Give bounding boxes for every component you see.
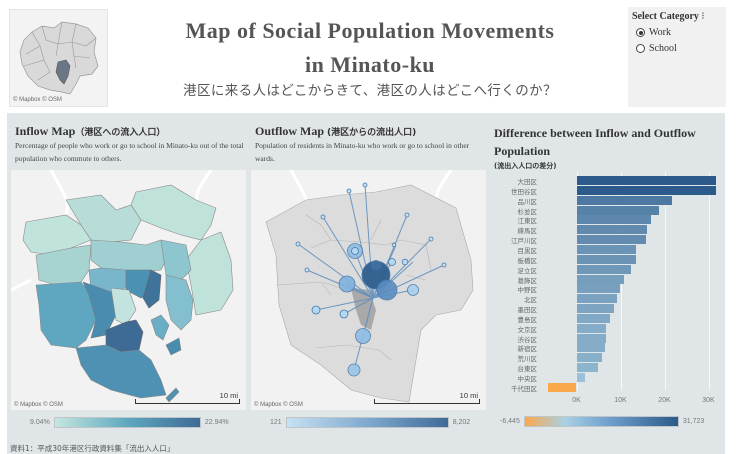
page-subtitle: 港区に来る人はどこからきて、港区の人はどこへ行くのか？ — [183, 83, 557, 99]
difference-legend: -6,445 31,723 — [500, 416, 704, 427]
overview-minimap[interactable]: © Mapbox © OSM — [9, 9, 108, 107]
bar[interactable] — [576, 274, 624, 284]
outflow-scale-label: 10 mi — [459, 391, 478, 400]
bar-category-label: 葛飾区 — [517, 276, 538, 285]
bar-category-label: 足立区 — [517, 266, 538, 275]
inflow-choropleth-icon — [11, 170, 234, 403]
bar[interactable] — [576, 304, 614, 314]
bar[interactable] — [576, 323, 606, 333]
inflow-legend-min: 9.04% — [30, 419, 50, 426]
bar[interactable] — [548, 382, 577, 392]
bar-category-label: 千代田区 — [511, 384, 537, 393]
bar-category-label: 杉並区 — [517, 207, 538, 216]
bar[interactable] — [576, 235, 646, 245]
radio-school[interactable]: School — [636, 43, 722, 54]
outflow-legend-gradient — [285, 417, 449, 428]
bar-category-label: 江戸川区 — [511, 237, 537, 246]
inflow-scale-bar — [135, 399, 240, 404]
x-axis-tick: 0K — [572, 397, 581, 404]
difference-title-jp: (流出入人口の差分) — [494, 162, 557, 170]
bar-category-label: 墨田区 — [517, 306, 538, 315]
difference-legend-gradient — [523, 416, 679, 427]
bar[interactable] — [576, 284, 620, 294]
page-title: Map of Social Population Movements in Mi… — [120, 14, 620, 82]
category-filter-title: Select Category ⁝ — [632, 11, 705, 22]
bar[interactable] — [576, 363, 598, 373]
bar[interactable] — [576, 254, 636, 264]
difference-legend-min: -6,445 — [500, 418, 520, 425]
radio-unchecked-icon[interactable] — [636, 44, 645, 53]
bar-category-label: 江東区 — [517, 217, 538, 226]
difference-title: Difference between Inflow and Outflow Po… — [494, 126, 696, 158]
outflow-legend: 121 8,202 — [270, 417, 470, 428]
minimap-wards-icon — [19, 21, 99, 95]
outflow-scale-bar — [374, 399, 480, 404]
bar[interactable] — [576, 264, 631, 274]
source-note: 資料1：平成30年港区行政資料集「流出入人口」 — [10, 444, 175, 453]
inflow-map[interactable]: © Mapbox © OSM 10 mi — [11, 170, 246, 410]
bar-category-label: 目黒区 — [517, 246, 538, 255]
bar-category-label: 中野区 — [517, 286, 538, 295]
minimap-attribution: © Mapbox © OSM — [13, 97, 62, 103]
bar[interactable] — [576, 353, 602, 363]
bar[interactable] — [576, 313, 610, 323]
outflow-legend-min: 121 — [270, 419, 282, 426]
outflow-flow-map-icon — [265, 170, 474, 403]
x-axis-tick: 30K — [702, 397, 715, 404]
bar-category-label: 練馬区 — [517, 227, 538, 236]
gridline — [708, 172, 710, 390]
title-line-1: Map of Social Population Movements — [185, 18, 555, 43]
radio-work[interactable]: Work — [636, 27, 722, 38]
outflow-map[interactable]: © Mapbox © OSM 10 mi — [251, 170, 486, 410]
outflow-title: Outflow Map (港区からの流出人口) — [255, 124, 417, 138]
x-axis-tick: 10K — [614, 397, 627, 404]
inflow-title: Inflow Map（港区への流入人口） — [15, 124, 166, 138]
bar-category-label: 新宿区 — [517, 345, 538, 354]
bar[interactable] — [576, 225, 647, 235]
inflow-legend-gradient — [53, 417, 201, 428]
bar-category-label: 文京区 — [517, 325, 538, 334]
bar-category-label: 中央区 — [517, 375, 538, 383]
inflow-legend: 9.04% 22.94% — [30, 417, 229, 428]
bar[interactable] — [576, 215, 652, 225]
category-filter: Select Category ⁝ Work School — [628, 7, 726, 107]
bar-category-label: 大田区 — [517, 178, 538, 186]
bar[interactable] — [576, 343, 606, 353]
radio-checked-icon[interactable] — [636, 28, 645, 37]
difference-legend-max: 31,723 — [682, 418, 705, 425]
inflow-attribution: © Mapbox © OSM — [14, 402, 63, 408]
bar[interactable] — [576, 195, 672, 205]
bar-category-label: 豊島区 — [517, 315, 538, 324]
bar[interactable] — [576, 185, 716, 195]
x-axis-tick: 20K — [658, 397, 671, 404]
outflow-legend-max: 8,202 — [452, 419, 471, 426]
bar-category-label: 世田谷区 — [511, 187, 537, 196]
inflow-legend-max: 22.94% — [204, 419, 229, 426]
bar[interactable] — [576, 244, 636, 254]
outflow-attribution: © Mapbox © OSM — [254, 402, 303, 408]
bar[interactable] — [576, 176, 717, 185]
gridline — [664, 172, 666, 390]
bar[interactable] — [576, 205, 659, 215]
bar-category-label: 台東区 — [517, 365, 538, 374]
inflow-scale-label: 10 mi — [219, 391, 238, 400]
bar[interactable] — [576, 294, 617, 304]
bar-category-label: 品川区 — [517, 197, 538, 206]
inflow-description: Percentage of people who work or go to s… — [15, 141, 244, 163]
bar[interactable] — [576, 373, 585, 382]
title-line-2: in Minato-ku — [304, 52, 436, 77]
bar[interactable] — [576, 333, 606, 343]
bar-category-label: 北区 — [524, 296, 537, 305]
bar-category-label: 板橋区 — [517, 256, 538, 265]
outflow-description: Population of residents in Minato-ku who… — [255, 141, 470, 163]
bar-category-label: 荒川区 — [517, 355, 538, 364]
bar-category-label: 渋谷区 — [517, 335, 538, 344]
difference-bar-chart[interactable]: 0K 10K 20K 30K 大田区 世田谷区 品川区 杉並区 江東区 練馬区 江戸川区 目黒区 板橋区… — [490, 170, 730, 410]
